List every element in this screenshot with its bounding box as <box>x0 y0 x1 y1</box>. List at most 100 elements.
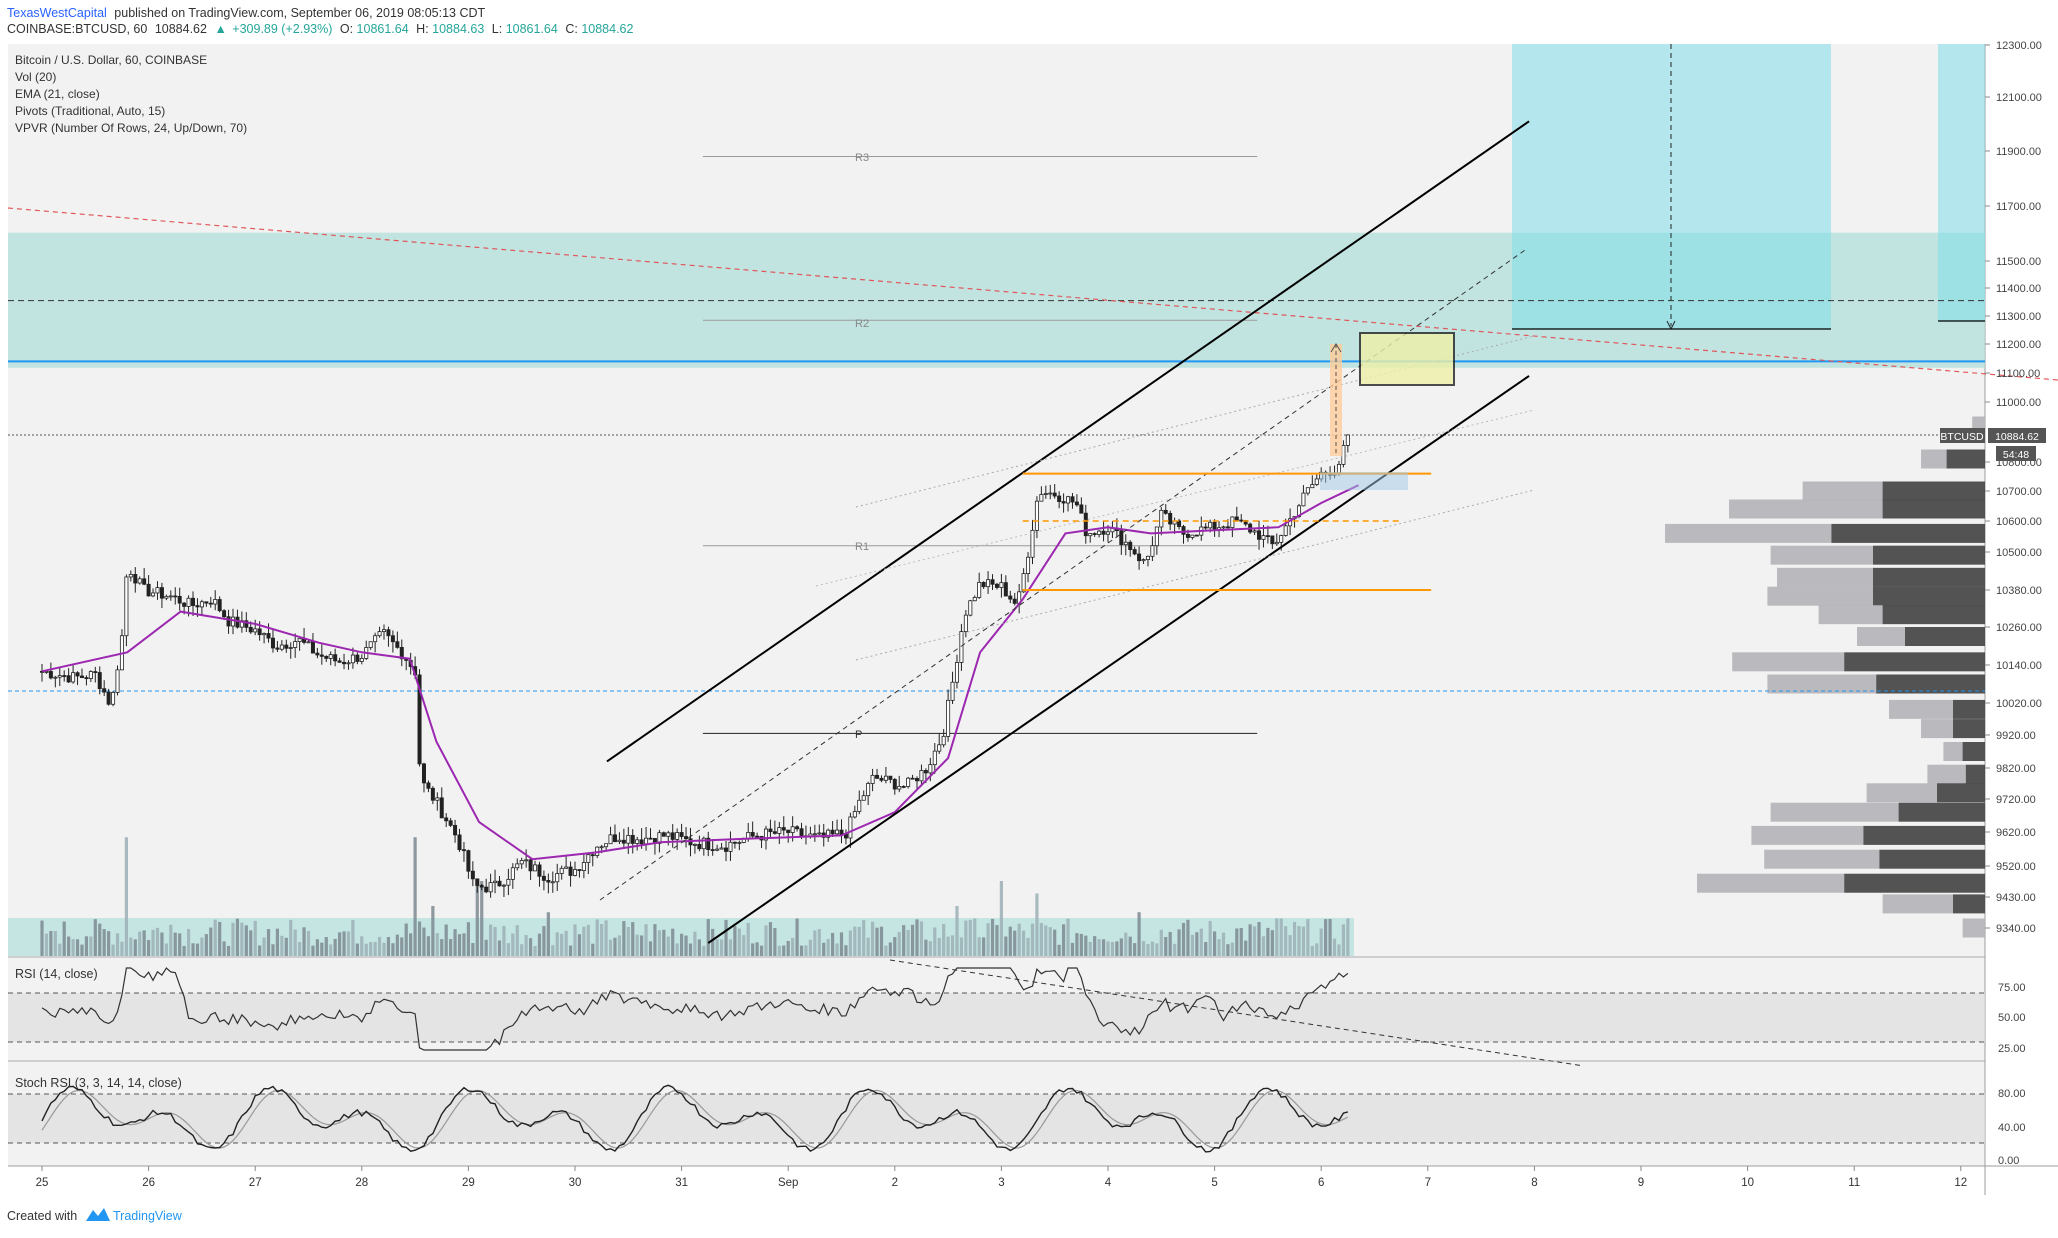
rsi-title[interactable]: RSI (14, close) <box>15 967 98 981</box>
footer-brand[interactable]: TradingView <box>113 1209 183 1223</box>
volume-bar-163 <box>764 925 768 956</box>
volume-bar-286 <box>1310 945 1314 956</box>
volume-bar-148 <box>697 939 701 956</box>
volume-bar-290 <box>1328 918 1332 956</box>
vpvr-down-18 <box>1863 825 1985 845</box>
volume-bar-111 <box>533 945 537 956</box>
volume-bar-285 <box>1306 919 1310 956</box>
candle-body-106 <box>510 867 515 880</box>
candle-body-129 <box>612 834 617 843</box>
volume-bar-21 <box>133 939 137 956</box>
vpvr-down-7 <box>1873 586 1985 606</box>
volume-bar-123 <box>586 924 590 956</box>
author-link[interactable]: TexasWestCapital <box>7 6 107 20</box>
volume-bar-165 <box>773 928 777 956</box>
volume-bar-252 <box>1159 929 1163 956</box>
candle-body-257 <box>1181 526 1186 535</box>
candle-body-232 <box>1070 496 1075 503</box>
candle-body-23 <box>142 578 147 585</box>
volume-bar-201 <box>933 927 937 956</box>
candle-body-12 <box>93 671 98 673</box>
candle-body-103 <box>497 880 502 887</box>
vpvr-down-14 <box>1962 742 1985 761</box>
rsi-line <box>41 967 1349 1051</box>
volume-bar-224 <box>1035 893 1039 956</box>
volume-bar-36 <box>200 937 204 956</box>
ema-21-line <box>41 484 1359 861</box>
volume-bar-35 <box>195 943 200 956</box>
volume-bar-175 <box>817 929 821 956</box>
candle-body-198 <box>919 770 924 782</box>
candle-body-244 <box>1123 541 1128 546</box>
candle-body-250 <box>1150 545 1155 557</box>
volume-bar-172 <box>804 945 808 956</box>
volume-bar-67 <box>337 932 342 956</box>
candle-body-29 <box>168 595 173 598</box>
volume-bar-82 <box>404 923 408 956</box>
candle-body-124 <box>590 854 595 857</box>
volume-bar-133 <box>631 922 635 956</box>
volume-bar-4 <box>58 943 62 956</box>
candle-body-190 <box>883 775 888 781</box>
volume-bar-101 <box>489 924 493 956</box>
candle-body-262 <box>1203 526 1208 529</box>
volume-bar-263 <box>1208 920 1212 956</box>
candle-body-86 <box>421 763 426 784</box>
candle-body-175 <box>817 832 822 835</box>
price-tick-24: 9340.00 <box>1996 923 2036 935</box>
legend-study-vpvr[interactable]: VPVR (Number Of Rows, 24, Up/Down, 70) <box>15 121 247 135</box>
volume-bar-136 <box>644 924 648 956</box>
candle-body-54 <box>279 644 284 650</box>
candle-body-177 <box>826 829 831 838</box>
candle-body-85 <box>417 674 422 765</box>
volume-bar-106 <box>511 933 515 956</box>
candle-body-8 <box>75 672 80 677</box>
volume-bar-2 <box>49 931 53 956</box>
volume-bar-231 <box>1066 918 1070 956</box>
candle-body-133 <box>630 835 635 844</box>
volume-bar-258 <box>1186 919 1190 956</box>
volume-bar-222 <box>1026 937 1030 956</box>
volume-bar-288 <box>1319 928 1323 956</box>
stoch-tick-80: 80.00 <box>1998 1088 2026 1100</box>
volume-bar-274 <box>1257 922 1261 956</box>
volume-bar-268 <box>1230 942 1234 956</box>
volume-bar-0 <box>40 920 44 956</box>
volume-bar-270 <box>1239 927 1243 956</box>
price-tag: 10884.62 <box>1995 431 2039 443</box>
legend-study-volume[interactable]: Vol (20) <box>15 70 56 84</box>
legend-study-pivots[interactable]: Pivots (Traditional, Auto, 15) <box>15 104 165 118</box>
price-tick-6: 11300.00 <box>1996 311 2041 323</box>
candle-body-99 <box>479 885 484 888</box>
volume-bar-140 <box>662 929 666 956</box>
stoch-title[interactable]: Stoch RSI (3, 3, 14, 14, close) <box>15 1076 182 1090</box>
volume-bar-92 <box>449 938 453 956</box>
volume-bar-54 <box>280 935 284 956</box>
price-tick-19: 9820.00 <box>1996 763 2036 775</box>
time-tick-2: 27 <box>249 1177 262 1189</box>
volume-bar-205 <box>950 935 955 956</box>
pivot-label-r3: R3 <box>855 152 869 164</box>
volume-bar-280 <box>1284 926 1288 956</box>
volume-bar-120 <box>573 924 577 956</box>
volume-bar-248 <box>1141 941 1146 956</box>
volume-bar-174 <box>813 930 817 956</box>
candle-body-88 <box>430 787 435 801</box>
volume-bar-41 <box>222 941 226 956</box>
volume-bar-147 <box>693 931 697 956</box>
volume-bar-189 <box>879 926 884 956</box>
legend-study-ema[interactable]: EMA (21, close) <box>15 87 100 101</box>
candle-body-118 <box>564 866 569 869</box>
candle-body-223 <box>1030 529 1035 558</box>
legend-title[interactable]: Bitcoin / U.S. Dollar, 60, COINBASE <box>15 53 207 67</box>
open-label: O: <box>340 22 353 36</box>
volume-bar-102 <box>493 926 497 956</box>
volume-bar-83 <box>409 933 413 956</box>
volume-bar-227 <box>1048 927 1052 956</box>
volume-bar-137 <box>648 941 653 956</box>
candle-body-35 <box>195 605 200 608</box>
candle-body-136 <box>644 837 649 845</box>
candle-body-102 <box>493 880 498 884</box>
candle-body-201 <box>932 750 937 766</box>
